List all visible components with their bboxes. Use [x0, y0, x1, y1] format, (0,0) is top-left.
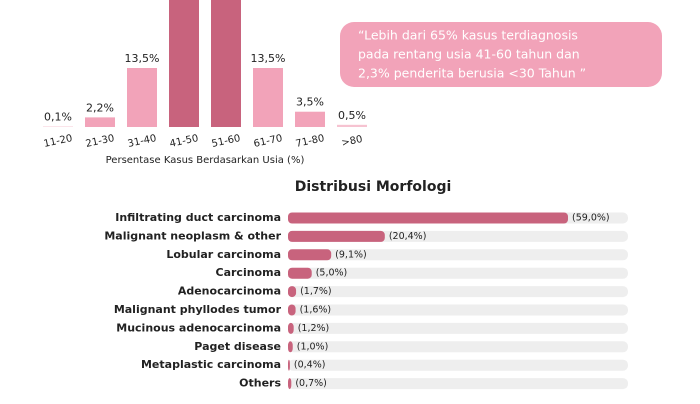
value-label: (20,4%)	[389, 231, 427, 242]
value-label: 13,5%	[125, 52, 160, 65]
x-tick-label: 11-20	[43, 133, 74, 150]
value-label: 0,5%	[338, 109, 366, 122]
value-label: (1,0%)	[297, 341, 329, 352]
y-tick-label: Paget disease	[194, 340, 281, 353]
y-tick-label: Infiltrating duct carcinoma	[115, 211, 281, 224]
x-tick-label: 51-60	[211, 133, 242, 150]
bar	[288, 360, 290, 371]
y-tick-label: Lobular carcinoma	[166, 248, 281, 261]
value-label: 3,5%	[296, 96, 324, 109]
bar-track	[288, 323, 628, 334]
bar	[288, 249, 331, 260]
bar	[288, 305, 296, 316]
bar	[85, 117, 115, 127]
x-tick-label: 31-40	[127, 133, 158, 150]
x-tick-label: 41-50	[169, 133, 200, 150]
chart-title: Distribusi Morfologi	[295, 179, 452, 195]
annotation: “Lebih dari 65% kasus terdiagnosis	[358, 28, 578, 43]
annotation: 2,3% penderita berusia <30 Tahun ”	[358, 66, 586, 81]
value-label: (0,4%)	[294, 360, 326, 371]
x-axis-label: Persentase Kasus Berdasarkan Usia (%)	[106, 155, 305, 166]
bar	[169, 0, 199, 127]
value-label: (1,7%)	[300, 286, 332, 297]
bar-track	[288, 360, 628, 371]
bar	[288, 286, 296, 297]
y-tick-label: Malignant neoplasm & other	[104, 229, 281, 242]
y-tick-label: Mucinous adenocarcinoma	[116, 321, 281, 334]
bar	[295, 112, 325, 127]
bar-track	[288, 378, 628, 389]
y-tick-label: Malignant phyllodes tumor	[114, 303, 282, 316]
y-tick-label: Others	[239, 377, 281, 390]
x-tick-label: 21-30	[85, 133, 116, 150]
bar	[288, 378, 291, 389]
bar	[211, 0, 241, 127]
bar-track	[288, 305, 628, 316]
bar	[288, 268, 312, 279]
bar-track	[288, 286, 628, 297]
x-tick-label: >80	[341, 134, 364, 149]
y-tick-label: Metaplastic carcinoma	[141, 358, 281, 371]
value-label: (1,2%)	[298, 323, 330, 334]
bar	[288, 213, 568, 224]
bar	[253, 68, 283, 127]
y-tick-label: Adenocarcinoma	[178, 285, 281, 298]
value-label: (9,1%)	[335, 249, 367, 260]
bar	[288, 341, 293, 352]
bar-track	[288, 341, 628, 352]
value-label: 2,2%	[86, 101, 114, 114]
bar	[288, 231, 385, 242]
x-tick-label: 61-70	[253, 133, 284, 150]
bar	[288, 323, 294, 334]
value-label: (1,6%)	[300, 305, 332, 316]
value-label: (5,0%)	[316, 268, 348, 279]
value-label: (59,0%)	[572, 213, 610, 224]
value-label: 13,5%	[251, 52, 286, 65]
bar	[127, 68, 157, 127]
value-label: 0,1%	[44, 111, 72, 124]
value-label: (0,7%)	[295, 378, 327, 389]
x-tick-label: 71-80	[295, 133, 326, 150]
bar	[337, 125, 367, 127]
annotation: pada rentang usia 41-60 tahun dan	[358, 47, 580, 62]
y-tick-label: Carcinoma	[216, 266, 281, 279]
